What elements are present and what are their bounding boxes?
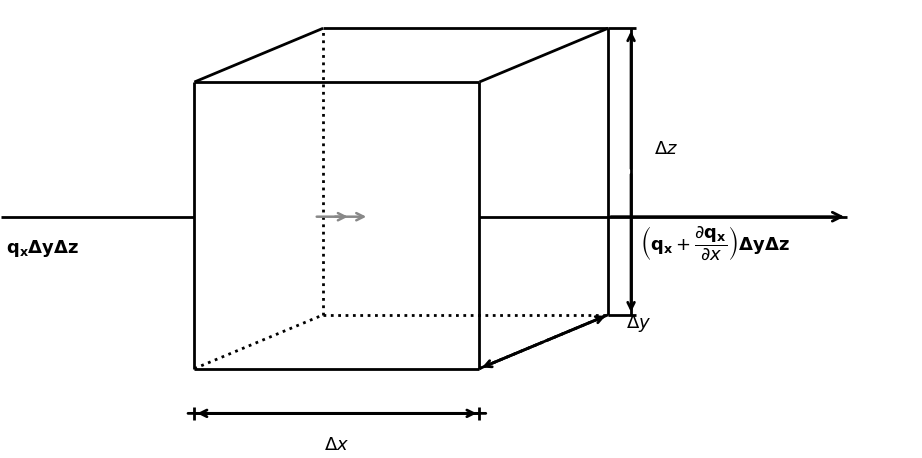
Text: $\mathbf{q_x}\mathbf{\Delta y\Delta z}$: $\mathbf{q_x}\mathbf{\Delta y\Delta z}$: [6, 238, 79, 258]
Text: $\Delta z$: $\Delta z$: [654, 140, 679, 158]
Text: $\Delta x$: $\Delta x$: [325, 436, 349, 454]
Text: $\Delta y$: $\Delta y$: [626, 313, 652, 333]
Text: $\left(\mathbf{q_x} + \dfrac{\partial \mathbf{q_x}}{\partial x}\right)\mathbf{\D: $\left(\mathbf{q_x} + \dfrac{\partial \m…: [640, 225, 790, 262]
